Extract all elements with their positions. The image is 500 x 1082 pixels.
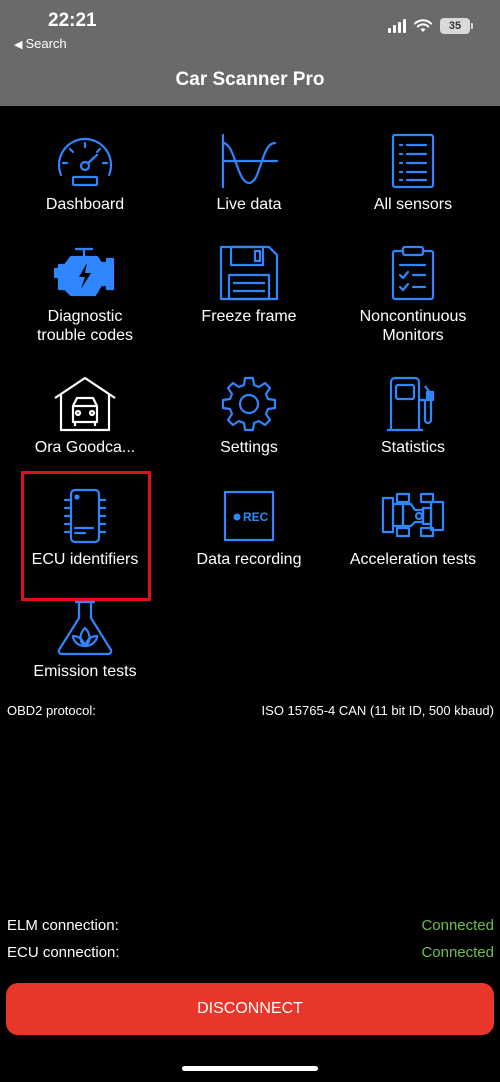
back-to-search-link[interactable]: ◀ Search: [14, 36, 67, 51]
menu-item-noncontinuous-monitors[interactable]: Noncontinuous Monitors: [330, 245, 496, 345]
menu-item-live-data[interactable]: Live data: [166, 133, 332, 214]
rec-icon: REC: [223, 490, 275, 542]
svg-text:REC: REC: [243, 510, 269, 524]
floppy-disk-icon: [219, 245, 279, 301]
back-chevron-icon: ◀: [14, 39, 23, 51]
waveform-icon: [221, 133, 279, 189]
menu-item-dashboard[interactable]: Dashboard: [2, 133, 168, 214]
menu-item-statistics[interactable]: Statistics: [330, 376, 496, 457]
selection-highlight: [21, 471, 151, 601]
menu-label: Diagnostic trouble codes: [36, 308, 134, 344]
signal-icon: [388, 19, 406, 33]
menu-item-all-sensors[interactable]: All sensors: [330, 133, 496, 214]
menu-label: Live data: [216, 196, 282, 213]
elm-connection-row: ELM connection: Connected: [7, 917, 494, 934]
menu-label: Acceleration tests: [349, 551, 477, 568]
menu-label: Noncontinuous Monitors: [359, 308, 467, 344]
menu-label: ECU identifiers: [31, 551, 139, 568]
ecu-connection-label: ECU connection:: [7, 944, 120, 961]
protocol-label: OBD2 protocol:: [7, 703, 96, 718]
menu-label: Emission tests: [33, 663, 137, 680]
status-time: 22:21: [48, 10, 97, 31]
page-title: Car Scanner Pro: [175, 69, 325, 90]
battery-icon: 35: [440, 18, 473, 34]
disconnect-button[interactable]: DISCONNECT: [6, 983, 494, 1035]
menu-item-acceleration-tests[interactable]: Acceleration tests: [330, 488, 496, 569]
menu-item-ecu-identifiers[interactable]: ECU identifiers: [2, 488, 168, 569]
menu-label: Settings: [220, 439, 278, 456]
home-indicator[interactable]: [182, 1066, 318, 1071]
menu-item-vehicle-garage[interactable]: Ora Goodca...: [2, 376, 168, 457]
chip-icon: [63, 488, 107, 544]
protocol-value: ISO 15765-4 CAN (11 bit ID, 500 kbaud): [261, 703, 494, 718]
menu-label: Freeze frame: [201, 308, 297, 325]
engine-icon: [53, 247, 115, 297]
gear-icon: [221, 376, 277, 432]
clipboard-check-icon: [391, 245, 435, 301]
menu-item-data-recording[interactable]: REC Data recording: [166, 488, 332, 569]
gauge-icon: [57, 137, 113, 187]
menu-item-settings[interactable]: Settings: [166, 376, 332, 457]
menu-label: Data recording: [196, 551, 302, 568]
menu-label: All sensors: [373, 196, 453, 213]
ecu-connection-row: ECU connection: Connected: [7, 944, 494, 961]
menu-item-diagnostic-trouble-codes[interactable]: Diagnostic trouble codes: [2, 245, 168, 345]
wifi-icon: [414, 19, 432, 32]
fuel-pump-icon: [387, 376, 435, 432]
navigation-bar: 22:21 ◀ Search 35 Car Scanner Pro: [0, 0, 500, 106]
obd2-protocol-row: OBD2 protocol: ISO 15765-4 CAN (11 bit I…: [7, 703, 494, 718]
flask-leaf-icon: [57, 600, 113, 656]
menu-label: Statistics: [380, 439, 445, 456]
ecu-connection-status: Connected: [421, 944, 494, 961]
menu-label: Dashboard: [45, 196, 125, 213]
back-label: Search: [25, 36, 67, 51]
elm-connection-label: ELM connection:: [7, 917, 119, 934]
list-icon: [391, 133, 435, 189]
menu-label: Ora Goodca...: [34, 439, 136, 456]
menu-item-freeze-frame[interactable]: Freeze frame: [166, 245, 332, 326]
elm-connection-status: Connected: [421, 917, 494, 934]
menu-item-emission-tests[interactable]: Emission tests: [2, 600, 168, 681]
garage-car-icon: [54, 376, 116, 432]
race-car-icon: [381, 492, 445, 538]
status-icons: 35: [388, 18, 473, 34]
